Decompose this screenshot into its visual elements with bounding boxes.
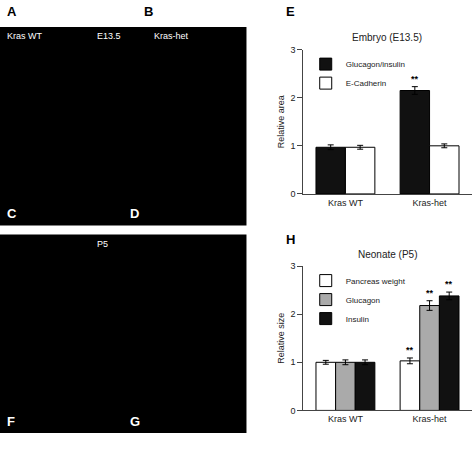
- svg-text:Pancreas weight: Pancreas weight: [346, 277, 406, 286]
- svg-text:Insulin: Insulin: [346, 315, 369, 324]
- svg-text:**: **: [445, 279, 453, 289]
- svg-text:1: 1: [291, 357, 296, 367]
- svg-text:D: D: [130, 206, 139, 221]
- svg-text:**: **: [411, 74, 419, 84]
- svg-text:C: C: [7, 206, 17, 221]
- svg-text:P5: P5: [97, 239, 108, 249]
- svg-text:A: A: [7, 4, 17, 19]
- svg-text:E: E: [286, 4, 295, 19]
- svg-text:Kras WT: Kras WT: [328, 198, 364, 208]
- svg-text:Glucagon: Glucagon: [346, 296, 380, 305]
- svg-text:E13.5: E13.5: [97, 31, 121, 41]
- svg-text:H: H: [286, 232, 295, 247]
- svg-text:F: F: [7, 414, 15, 429]
- svg-text:0: 0: [291, 406, 296, 416]
- svg-text:Kras WT: Kras WT: [328, 414, 364, 424]
- svg-text:0: 0: [291, 189, 296, 199]
- svg-text:Kras-het: Kras-het: [413, 198, 448, 208]
- svg-text:Relative size: Relative size: [276, 313, 286, 364]
- svg-text:Relative area: Relative area: [276, 95, 286, 148]
- svg-text:Kras WT: Kras WT: [7, 31, 43, 41]
- svg-text:**: **: [406, 345, 414, 355]
- svg-text:Kras-het: Kras-het: [413, 414, 448, 424]
- svg-text:Neonate (P5): Neonate (P5): [358, 249, 417, 260]
- svg-text:E-Cadherin: E-Cadherin: [346, 79, 386, 88]
- svg-text:**: **: [426, 288, 434, 298]
- svg-text:2: 2: [291, 309, 296, 319]
- svg-text:B: B: [144, 4, 153, 19]
- svg-text:Embryo (E13.5): Embryo (E13.5): [352, 32, 422, 43]
- svg-text:3: 3: [291, 261, 296, 271]
- svg-text:2: 2: [291, 93, 296, 103]
- svg-text:1: 1: [291, 141, 296, 151]
- svg-text:Glucagon/insulin: Glucagon/insulin: [346, 60, 405, 69]
- svg-text:Kras-het: Kras-het: [154, 31, 189, 41]
- svg-text:G: G: [130, 414, 140, 429]
- svg-text:3: 3: [291, 45, 296, 55]
